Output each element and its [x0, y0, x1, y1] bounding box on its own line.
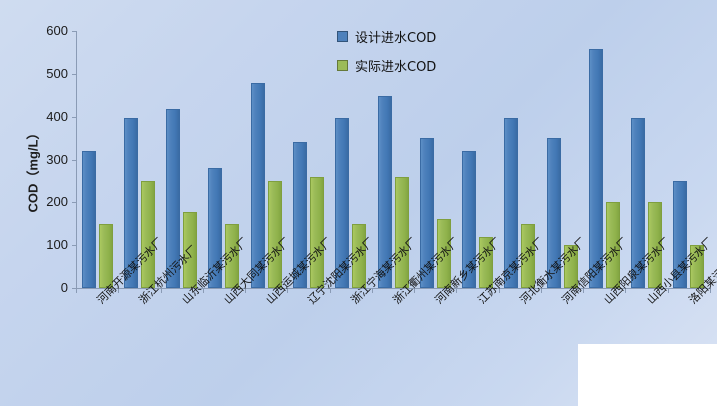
- bar-group: [377, 31, 409, 288]
- bar-group: [588, 31, 620, 288]
- bar-group: [292, 31, 324, 288]
- bar-design-cod: [419, 138, 434, 288]
- x-axis-line: [76, 288, 711, 289]
- legend-item-design: 设计进水COD: [337, 27, 436, 46]
- x-tick-mark: [498, 288, 500, 293]
- legend-label-actual: 实际进水COD: [355, 60, 437, 75]
- bar-actual-cod: [605, 202, 620, 288]
- bar-group: [546, 31, 578, 288]
- x-tick-mark: [202, 288, 204, 293]
- bar-design-cod: [123, 117, 138, 288]
- bar-actual-cod: [394, 176, 409, 288]
- y-tick-label: 400: [46, 108, 68, 124]
- bar-actual-cod: [352, 223, 367, 288]
- bar-design-cod: [462, 150, 477, 288]
- legend-label-design: 设计进水COD: [355, 31, 437, 46]
- x-tick-mark: [76, 288, 77, 293]
- bar-group: [208, 31, 240, 288]
- x-tick-mark: [540, 288, 542, 293]
- y-tick-mark: [72, 159, 77, 161]
- x-tick-mark: [625, 288, 627, 293]
- y-tick-label: 300: [46, 151, 68, 167]
- chart-legend: 设计进水COD 实际进水COD: [337, 27, 436, 85]
- bar-actual-cod: [309, 176, 324, 288]
- x-tick-mark: [583, 288, 585, 293]
- occluding-white-block: [578, 344, 717, 406]
- y-tick-mark: [72, 116, 77, 118]
- y-tick-label: 100: [46, 237, 68, 253]
- bar-design-cod: [377, 96, 392, 288]
- bar-group: [166, 31, 198, 288]
- y-tick-label: 0: [60, 280, 68, 295]
- bar-group: [250, 31, 282, 288]
- bar-actual-cod: [563, 245, 578, 288]
- bar-actual-cod: [225, 223, 240, 288]
- y-tick-mark: [72, 245, 77, 247]
- x-tick-mark: [287, 288, 289, 293]
- x-tick-mark: [371, 288, 373, 293]
- bar-group: [419, 31, 451, 288]
- y-tick-label: 600: [46, 23, 68, 38]
- x-tick-mark: [456, 288, 458, 293]
- bar-design-cod: [166, 108, 181, 288]
- x-tick-mark: [414, 288, 416, 293]
- y-tick-label: 500: [46, 65, 68, 81]
- bar-group: [673, 31, 705, 288]
- bar-actual-cod: [648, 202, 663, 288]
- x-tick-mark: [667, 288, 669, 293]
- bar-actual-cod: [267, 180, 282, 288]
- legend-item-actual: 实际进水COD: [337, 56, 436, 75]
- x-tick-mark: [329, 288, 331, 293]
- x-tick-mark: [710, 288, 711, 293]
- x-tick-mark: [118, 288, 120, 293]
- y-tick-label: 200: [46, 194, 68, 210]
- bar-design-cod: [335, 117, 350, 288]
- legend-swatch-design-icon: [337, 31, 348, 42]
- bar-actual-cod: [183, 211, 198, 288]
- y-tick-mark: [72, 73, 77, 75]
- bar-design-cod: [292, 142, 307, 288]
- bar-actual-cod: [140, 180, 155, 288]
- bar-design-cod: [504, 117, 519, 288]
- bar-group: [504, 31, 536, 288]
- x-tick-mark: [245, 288, 247, 293]
- bar-group: [631, 31, 663, 288]
- bar-group: [81, 31, 113, 288]
- bar-actual-cod: [479, 236, 494, 288]
- bar-design-cod: [208, 168, 223, 288]
- bar-actual-cod: [521, 223, 536, 288]
- bar-actual-cod: [98, 223, 113, 288]
- bar-design-cod: [250, 83, 265, 288]
- x-tick-mark: [160, 288, 162, 293]
- bar-actual-cod: [436, 219, 451, 288]
- bar-design-cod: [81, 150, 96, 288]
- y-tick-mark: [72, 288, 77, 289]
- bar-group: [335, 31, 367, 288]
- bar-design-cod: [588, 49, 603, 288]
- bar-design-cod: [631, 117, 646, 288]
- bar-group: [123, 31, 155, 288]
- y-tick-mark: [72, 202, 77, 204]
- bar-design-cod: [546, 138, 561, 288]
- bar-actual-cod: [690, 245, 705, 288]
- y-tick-mark: [72, 31, 77, 32]
- legend-swatch-actual-icon: [337, 60, 348, 71]
- bar-group: [462, 31, 494, 288]
- bar-design-cod: [673, 180, 688, 288]
